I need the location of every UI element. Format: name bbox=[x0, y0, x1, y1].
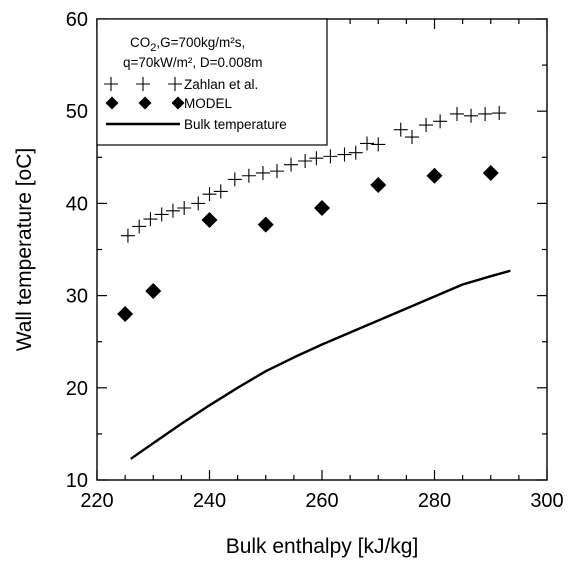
zahlan-point bbox=[464, 108, 479, 123]
bulk-temperature-line bbox=[130, 269, 511, 460]
zahlan-point bbox=[213, 184, 228, 199]
zahlan-point bbox=[241, 168, 256, 183]
annotation-prefix: CO bbox=[130, 35, 150, 50]
y-tick-label: 50 bbox=[66, 101, 88, 123]
legend-entry: MODEL bbox=[105, 96, 233, 111]
series-bulk-temperature bbox=[130, 269, 511, 460]
annotation-suffix: ,G=700kg/m²s, bbox=[156, 35, 245, 50]
x-tick-label: 280 bbox=[418, 490, 451, 512]
annotation-subscript: 2 bbox=[150, 42, 156, 54]
zahlan-point bbox=[227, 172, 242, 187]
zahlan-point bbox=[191, 196, 206, 211]
legend-plus-marker bbox=[168, 77, 182, 91]
x-tick-label: 260 bbox=[305, 490, 338, 512]
zahlan-point bbox=[405, 130, 419, 145]
legend-label: Zahlan et al. bbox=[184, 77, 258, 92]
model-point bbox=[370, 176, 387, 193]
model-point bbox=[482, 164, 499, 181]
zahlan-point bbox=[323, 149, 338, 164]
legend-plus-marker bbox=[104, 77, 118, 91]
zahlan-point bbox=[270, 164, 284, 179]
model-point bbox=[426, 167, 443, 184]
zahlan-point bbox=[132, 219, 147, 234]
series-layer bbox=[117, 106, 511, 460]
model-point bbox=[257, 216, 274, 233]
zahlan-point bbox=[309, 151, 324, 166]
y-tick-label: 30 bbox=[66, 286, 88, 308]
model-point bbox=[117, 306, 134, 323]
x-axis-title: Bulk enthalpy [kJ/kg] bbox=[226, 535, 419, 558]
zahlan-point bbox=[202, 187, 217, 202]
zahlan-point bbox=[492, 106, 507, 121]
zahlan-point bbox=[419, 118, 434, 133]
zahlan-point bbox=[165, 203, 180, 218]
legend-diamond-marker bbox=[171, 96, 185, 110]
model-point bbox=[145, 282, 162, 299]
legend-diamond-marker bbox=[105, 96, 119, 110]
zahlan-point bbox=[348, 145, 363, 160]
legend-label: Bulk temperature bbox=[184, 117, 287, 132]
zahlan-point bbox=[337, 147, 352, 162]
legend-plus-marker bbox=[136, 77, 150, 91]
y-axis-title: Wall temperature [oC] bbox=[13, 148, 36, 351]
series-model bbox=[117, 164, 499, 323]
zahlan-point bbox=[120, 228, 135, 243]
zahlan-point bbox=[284, 157, 299, 172]
zahlan-point bbox=[154, 207, 169, 222]
legend-label: MODEL bbox=[184, 96, 233, 111]
x-tick-label: 240 bbox=[193, 490, 226, 512]
zahlan-point bbox=[143, 212, 158, 227]
zahlan-point bbox=[255, 165, 270, 180]
legend-entries: Zahlan et al. MODEL Bulk temperature bbox=[104, 77, 287, 132]
x-tick-label: 300 bbox=[530, 490, 563, 512]
legend-annotation-line2: q=70kW/m², D=0.008m bbox=[123, 55, 263, 70]
model-point bbox=[314, 200, 330, 217]
y-tick-label: 10 bbox=[66, 470, 88, 492]
zahlan-point bbox=[433, 114, 448, 129]
zahlan-point bbox=[393, 122, 408, 137]
zahlan-point bbox=[371, 137, 386, 152]
legend-annotation-line1: CO2,G=700kg/m²s, bbox=[130, 35, 245, 54]
zahlan-point bbox=[360, 136, 374, 151]
x-tick-label: 220 bbox=[80, 490, 113, 512]
zahlan-point bbox=[177, 201, 192, 216]
legend-entry: Zahlan et al. bbox=[104, 77, 258, 92]
y-tick-label: 40 bbox=[66, 193, 88, 215]
series-zahlan-et-al bbox=[120, 106, 507, 243]
y-tick-label: 60 bbox=[66, 9, 88, 31]
legend-entry: Bulk temperature bbox=[106, 117, 287, 132]
zahlan-point bbox=[450, 106, 464, 121]
legend: CO2,G=700kg/m²s, q=70kW/m², D=0.008m Zah… bbox=[96, 18, 328, 146]
zahlan-point bbox=[478, 106, 493, 121]
legend-diamond-marker bbox=[138, 96, 152, 110]
y-tick-label: 20 bbox=[66, 378, 88, 400]
model-point bbox=[201, 211, 218, 228]
zahlan-point bbox=[298, 153, 313, 168]
